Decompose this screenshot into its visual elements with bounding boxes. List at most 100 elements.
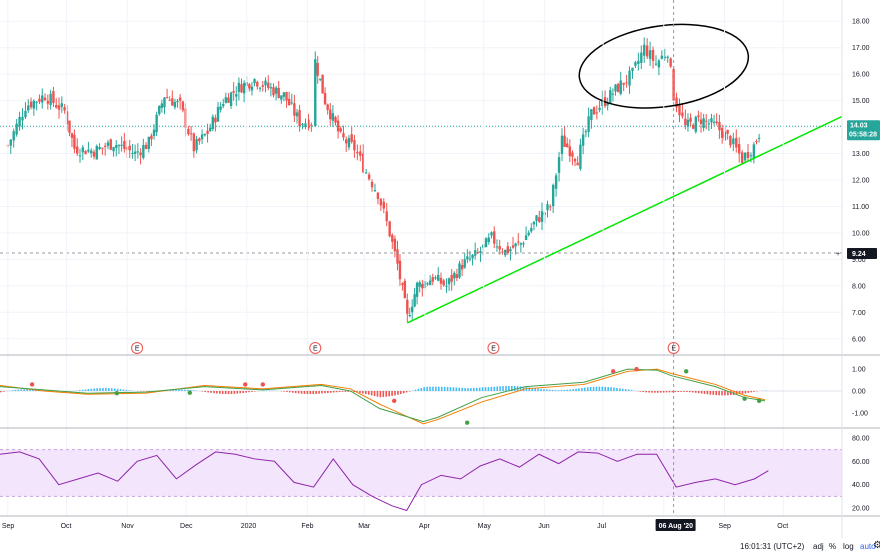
candle-body (200, 134, 204, 140)
candle-body (398, 260, 402, 280)
candle-body (216, 107, 220, 122)
macd-histogram-bar (554, 390, 557, 391)
candle-body (367, 174, 371, 180)
candle-body (214, 117, 217, 123)
macd-histogram-bar (11, 390, 14, 391)
candle-body (160, 103, 164, 108)
candle-body (715, 121, 718, 124)
macd-histogram-bar (528, 387, 531, 391)
macd-tick-label: 0.00 (852, 389, 866, 396)
chart-svg[interactable]: 18.0017.0016.0015.0014.0013.0012.0011.00… (0, 0, 880, 538)
candle-body (206, 130, 209, 134)
candle-body (447, 278, 451, 285)
macd-histogram-bar (534, 388, 536, 391)
macd-histogram-bar (359, 391, 361, 393)
macd-histogram-bar (551, 389, 554, 391)
gear-icon[interactable]: ⚙ (873, 540, 880, 551)
candle-body (203, 134, 207, 136)
macd-histogram-bar (519, 386, 522, 391)
candle-body (437, 274, 440, 281)
candle-body (232, 91, 235, 93)
candle-body (616, 83, 620, 92)
candle-body (264, 80, 267, 86)
candle-body (32, 100, 36, 109)
candle-body (434, 277, 437, 279)
x-tick-label: Nov (121, 523, 134, 530)
annotation-circle (578, 23, 750, 109)
candle-body (376, 192, 380, 199)
macd-histogram-bar (680, 391, 682, 392)
candle-body (87, 149, 90, 152)
candle-body (92, 151, 96, 157)
log-toggle[interactable]: log (843, 542, 854, 551)
x-tick-label: Mar (358, 523, 371, 530)
candle-body (522, 243, 525, 245)
earnings-marker (309, 342, 322, 354)
x-tick-label: Sep (2, 523, 15, 530)
macd-histogram-bar (26, 389, 28, 391)
candle-body (581, 134, 585, 146)
candle-body (551, 184, 555, 207)
macd-histogram-bar (110, 388, 113, 391)
macd-histogram-bar (651, 391, 653, 393)
candle-body (530, 227, 533, 232)
candle-body (611, 93, 615, 95)
candle-body (242, 83, 246, 94)
x-tick-label: Sep (719, 523, 732, 530)
macd-histogram-bar (81, 389, 84, 391)
x-tick-label: Jul (597, 523, 606, 530)
last-price-badge (847, 120, 880, 141)
candle-body (304, 123, 307, 128)
crosshair-plus-icon: + (836, 251, 840, 258)
macd-histogram-bar (499, 386, 501, 391)
macd-cross-marker (243, 382, 248, 387)
macd-histogram-bar (470, 388, 472, 391)
percent-toggle[interactable]: % (829, 542, 837, 551)
candle-body (450, 274, 453, 282)
candle-body (710, 118, 713, 123)
candle-body (675, 97, 678, 108)
macd-histogram-bar (700, 391, 703, 394)
macd-histogram-bar (178, 389, 180, 391)
macd-histogram-bar (236, 391, 239, 394)
macd-histogram-bar (370, 391, 373, 396)
candle-body (298, 110, 301, 127)
candle-body (38, 98, 41, 102)
candle-body (171, 98, 174, 106)
candle-body (112, 147, 115, 152)
candle-body (598, 107, 601, 110)
adj-toggle[interactable]: adj (813, 542, 824, 551)
macd-histogram-bar (730, 391, 732, 396)
macd-histogram-bar (572, 389, 574, 391)
macd-histogram-bar (303, 391, 306, 394)
macd-histogram-bar (584, 387, 586, 391)
macd-histogram-bar (17, 389, 20, 391)
macd-histogram-bar (388, 391, 390, 397)
macd-histogram-bar (654, 391, 656, 393)
macd-histogram-bar (435, 386, 437, 391)
candle-body (165, 97, 169, 99)
candle-body (506, 246, 510, 254)
macd-histogram-bar (221, 391, 224, 394)
time-label: 16:01:31 (UTC+2) (740, 542, 805, 551)
candle-body (445, 285, 448, 287)
candle-body (274, 87, 278, 94)
price-tick-label: 16.00 (852, 72, 870, 79)
macd-histogram-bar (23, 389, 25, 391)
auto-toggle[interactable]: auto (860, 542, 876, 551)
macd-histogram-bar (586, 387, 589, 391)
candle-body (128, 145, 131, 151)
candle-body (428, 280, 432, 286)
price-tick-label: 17.00 (852, 45, 870, 52)
macd-histogram-bar (402, 391, 405, 394)
candle-body (187, 128, 190, 135)
macd-histogram-bar (566, 389, 569, 391)
candle-body (379, 198, 383, 206)
macd-histogram-bar (621, 388, 624, 391)
candle-body (192, 133, 196, 152)
candle-body (307, 119, 310, 129)
candle-body (511, 245, 515, 248)
macd-histogram-bar (747, 391, 750, 393)
macd-histogram-bar (683, 391, 685, 392)
